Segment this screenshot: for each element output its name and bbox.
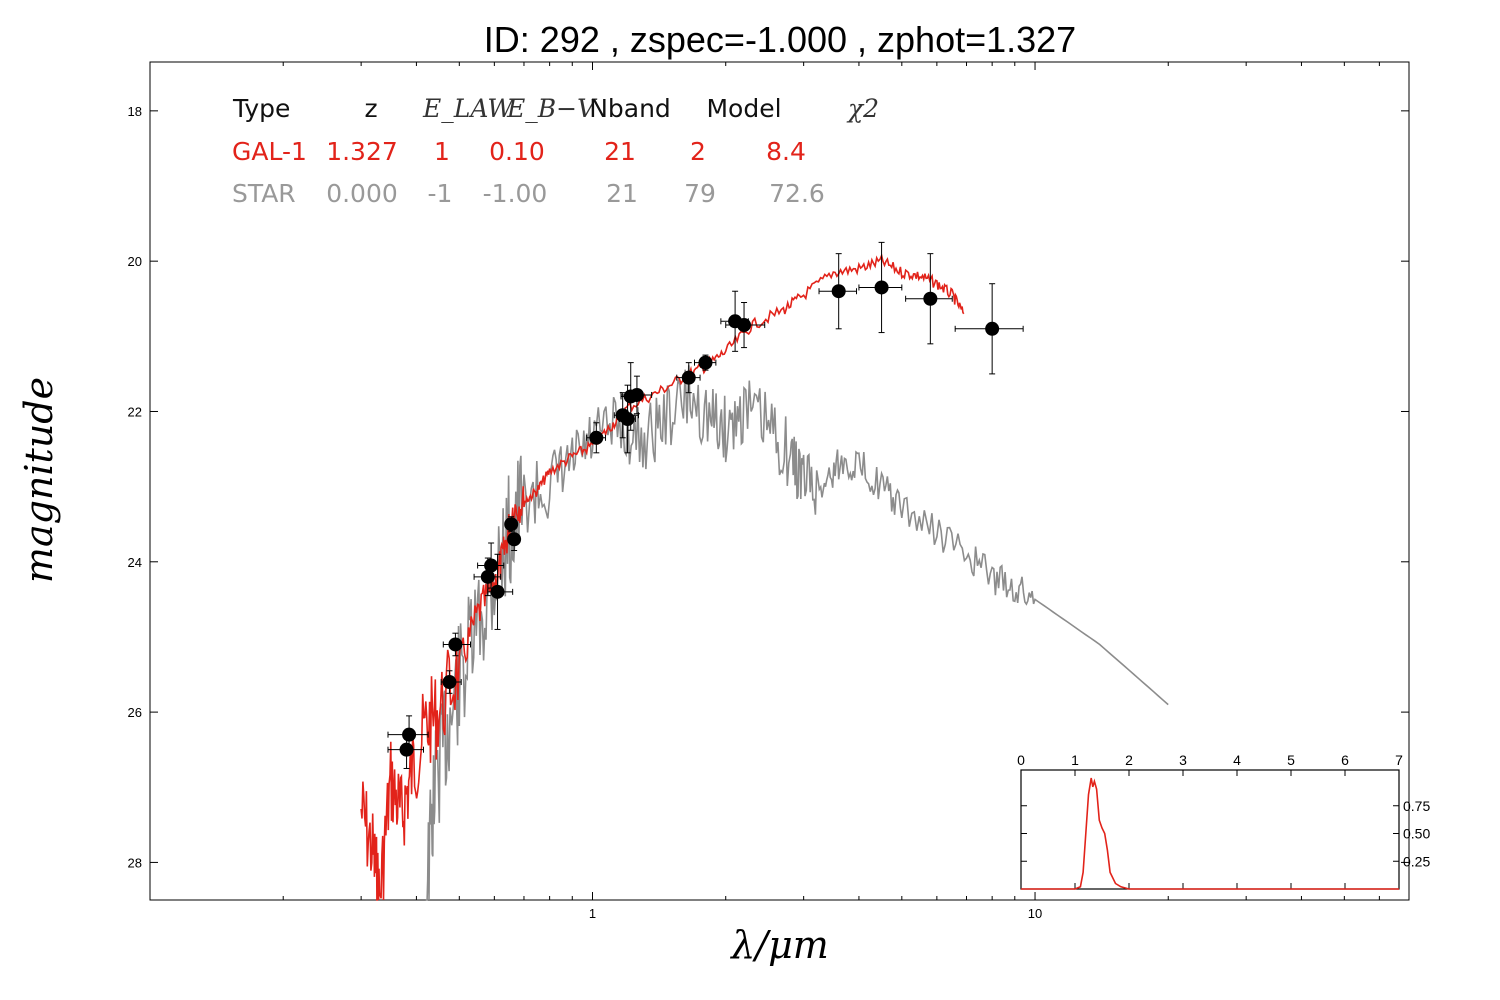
photometry-point (693, 354, 717, 371)
photometry-marker (507, 532, 522, 547)
row-star-elaw: -1 (428, 179, 453, 208)
photometry-point (676, 362, 701, 394)
x-tick-label: 10 (1028, 906, 1042, 921)
y-tick-label: 28 (128, 855, 142, 870)
inset-frame (1020, 769, 1400, 890)
photometry-point (442, 632, 472, 657)
y-tick-label: 22 (128, 404, 142, 419)
row-star-ebv: -1.00 (483, 179, 548, 208)
inset-y-tick-label: 0.50 (1403, 826, 1430, 842)
row-gal-elaw: 1 (434, 137, 450, 166)
y-tick-label: 20 (128, 254, 142, 269)
photometry-marker (448, 637, 463, 652)
photometry-marker (490, 584, 505, 599)
photometry-point (440, 670, 462, 694)
photometry-point (954, 283, 1024, 375)
photometry-marker (698, 355, 713, 370)
photometry-point (477, 542, 505, 589)
photometry-point (858, 241, 903, 334)
y-tick-label: 24 (128, 555, 142, 570)
photometry-marker (831, 284, 846, 299)
inset-x-tick-label: 6 (1341, 752, 1349, 768)
table-header-ebv: E_B−V (506, 94, 598, 123)
inset-x-tick-label: 0 (1017, 752, 1025, 768)
inset-x-tick-label: 5 (1287, 752, 1295, 768)
inset-x-tick-label: 4 (1233, 752, 1241, 768)
photometry-marker (484, 558, 499, 573)
pdz-inset: 0 1 2 3 4 5 6 7 0.25 0.50 0.75 (1017, 752, 1430, 890)
inset-x-tick-label: 1 (1071, 752, 1079, 768)
inset-y-tick-label: 0.25 (1403, 853, 1430, 869)
table-header-nband: Nband (589, 94, 671, 123)
inset-x-tick-label: 7 (1395, 752, 1403, 768)
inset-y-ticks: 0.25 0.50 0.75 (1021, 798, 1430, 869)
photometry-point (620, 375, 653, 415)
photometry-points (387, 241, 1024, 769)
photometry-marker (737, 318, 752, 333)
y-tick-label: 26 (128, 705, 142, 720)
row-gal-z: 1.327 (326, 137, 398, 166)
y-axis-label: magnitude (17, 377, 61, 583)
photometry-marker (399, 742, 414, 757)
row-gal-nband: 21 (604, 137, 636, 166)
row-gal-ebv: 0.10 (489, 137, 545, 166)
inset-x-ticks: 0 1 2 3 4 5 6 7 (1017, 752, 1403, 889)
photometry-marker (442, 675, 457, 690)
photometry-point (387, 715, 429, 754)
x-axis-label: λ/μm (729, 923, 829, 967)
fit-results-table: Type z E_LAW E_B−V Nband Model χ2 GAL-1 … (232, 94, 879, 208)
photometry-marker (589, 430, 604, 445)
photometry-marker (874, 280, 889, 295)
photometry-point (586, 422, 607, 454)
inset-x-tick-label: 2 (1125, 752, 1133, 768)
y-tick-label: 18 (128, 104, 142, 119)
table-header-elaw: E_LAW (422, 94, 515, 123)
row-star-z: 0.000 (326, 179, 398, 208)
star-sed-curve (425, 365, 1169, 901)
x-axis-ticks: 1 10 (149, 62, 1410, 921)
photometry-marker (620, 411, 635, 426)
photometry-point (487, 553, 514, 630)
table-header-type: Type (232, 94, 290, 123)
row-star-chi2: 72.6 (769, 179, 825, 208)
photometry-point (725, 302, 766, 349)
x-tick-label: 1 (589, 906, 596, 921)
photometry-marker (629, 387, 644, 402)
pdz-curve (1021, 777, 1399, 890)
chart-title: ID: 292 , zspec=-1.000 , zphot=1.327 (484, 19, 1076, 60)
photometry-point (818, 253, 858, 330)
row-star-nband: 21 (606, 179, 638, 208)
table-header-model: Model (706, 94, 781, 123)
photometry-point (507, 527, 522, 552)
table-header-z: z (364, 94, 377, 123)
row-star-type: STAR (232, 179, 296, 208)
photometry-point (905, 253, 953, 345)
table-header-chi2: χ2 (846, 94, 879, 123)
row-gal-chi2: 8.4 (766, 137, 806, 166)
photometry-marker (504, 517, 519, 532)
row-gal-type: GAL-1 (232, 137, 307, 166)
inset-x-tick-label: 3 (1179, 752, 1187, 768)
photometry-marker (985, 321, 1000, 336)
galaxy-sed-curve (360, 252, 965, 901)
inset-y-tick-label: 0.75 (1403, 798, 1430, 814)
photometry-marker (681, 370, 696, 385)
row-gal-model: 2 (690, 137, 706, 166)
photometry-marker (402, 727, 417, 742)
photometry-marker (923, 291, 938, 306)
row-star-model: 79 (684, 179, 716, 208)
plot-frame (149, 61, 1410, 901)
